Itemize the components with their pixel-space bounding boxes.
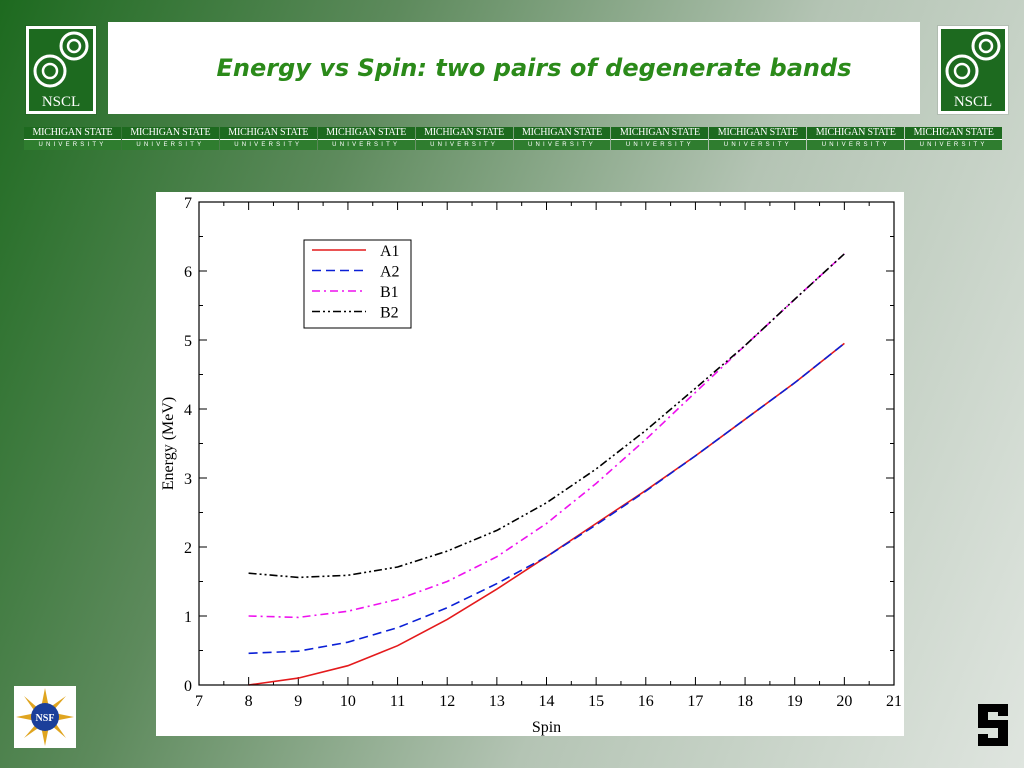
nscl-logo-right: NSCL: [938, 26, 1008, 114]
msu-banner: MICHIGAN STATE UNIVERSITY MICHIGAN STATE UN…: [24, 127, 1003, 150]
msu-banner-bottom-text: UNIVERSITY: [317, 139, 415, 150]
msu-banner-top-text: MICHIGAN STATE: [121, 127, 219, 139]
series-line-a1: [248, 342, 845, 686]
msu-banner-segment: MICHIGAN STATE UNIVERSITY: [415, 127, 513, 150]
msu-banner-segment: MICHIGAN STATE UNIVERSITY: [24, 127, 121, 150]
nscl-logo-left: NSCL: [26, 26, 96, 114]
y-tick-label: 6: [184, 264, 192, 281]
x-tick-label: 13: [489, 693, 505, 710]
x-tick-label: 14: [539, 693, 555, 710]
chart-panel: 7 8 9 10 11 12 13 14 15 16 17 18 19 20 21 0 1 2 3 4 5 6 7 A1 A2…: [156, 192, 904, 736]
msu-banner-bottom-text: UNIVERSITY: [415, 139, 513, 150]
msu-banner-segment: MICHIGAN STATE UNIVERSITY: [709, 127, 807, 150]
y-tick-label: 4: [184, 402, 192, 419]
y-tick-label: 0: [184, 678, 192, 695]
page-title: Energy vs Spin: two pairs of degenerate …: [216, 54, 852, 82]
msu-banner-segment: MICHIGAN STATE UNIVERSITY: [513, 127, 611, 150]
x-tick-label: 11: [390, 693, 405, 710]
y-axis-label: Energy (MeV): [160, 397, 177, 490]
msu-banner-bottom-text: UNIVERSITY: [219, 139, 317, 150]
y-tick-label: 3: [184, 471, 192, 488]
series-line-a2: [248, 342, 845, 655]
msu-s-logo: [974, 700, 1012, 750]
x-tick-label: 7: [195, 693, 203, 710]
msu-banner-segment: MICHIGAN STATE UNIVERSITY: [807, 127, 905, 150]
msu-banner-top-text: MICHIGAN STATE: [219, 127, 317, 139]
msu-banner-top-text: MICHIGAN STATE: [513, 127, 611, 139]
legend-label: B1: [380, 284, 399, 301]
msu-banner-bottom-text: UNIVERSITY: [513, 139, 611, 150]
msu-banner-bottom-text: UNIVERSITY: [905, 139, 1003, 150]
y-tick-label: 1: [184, 609, 192, 626]
msu-banner-segment: MICHIGAN STATE UNIVERSITY: [219, 127, 317, 150]
legend-label: A2: [380, 264, 400, 281]
y-tick-label: 5: [184, 333, 192, 350]
msu-banner-top-text: MICHIGAN STATE: [709, 127, 807, 139]
x-tick-label: 19: [787, 693, 803, 710]
msu-banner-top-text: MICHIGAN STATE: [905, 127, 1003, 139]
x-tick-label: 10: [340, 693, 356, 710]
msu-banner-segment: MICHIGAN STATE UNIVERSITY: [611, 127, 709, 150]
y-tick-label: 7: [184, 195, 192, 212]
logo-text: NSCL: [954, 94, 992, 110]
x-tick-label: 9: [294, 693, 302, 710]
x-tick-label: 21: [886, 693, 902, 710]
y-tick-label: 2: [184, 540, 192, 557]
x-tick-label: 15: [588, 693, 604, 710]
x-tick-label: 18: [737, 693, 753, 710]
msu-banner-bottom-text: UNIVERSITY: [121, 139, 219, 150]
logo-text: NSCL: [42, 94, 80, 110]
msu-banner-bottom-text: UNIVERSITY: [807, 139, 905, 150]
msu-banner-bottom-text: UNIVERSITY: [709, 139, 807, 150]
msu-banner-top-text: MICHIGAN STATE: [415, 127, 513, 139]
title-box: Energy vs Spin: two pairs of degenerate …: [108, 22, 920, 114]
msu-banner-bottom-text: UNIVERSITY: [611, 139, 709, 150]
legend-box: [303, 239, 412, 329]
legend-label: B2: [380, 305, 399, 322]
series-line-b1: [248, 253, 845, 619]
legend-label: A1: [380, 243, 400, 260]
msu-banner-top-text: MICHIGAN STATE: [24, 127, 121, 139]
x-axis-label: Spin: [532, 719, 561, 736]
msu-banner-segment: MICHIGAN STATE UNIVERSITY: [905, 127, 1003, 150]
msu-banner-segment: MICHIGAN STATE UNIVERSITY: [317, 127, 415, 150]
x-tick-label: 8: [245, 693, 253, 710]
x-tick-label: 16: [638, 693, 654, 710]
plot-frame: [198, 201, 895, 686]
nsf-logo-text: NSF: [36, 713, 55, 724]
x-tick-label: 17: [687, 693, 703, 710]
msu-banner-top-text: MICHIGAN STATE: [317, 127, 415, 139]
x-tick-label: 20: [836, 693, 852, 710]
msu-banner-bottom-text: UNIVERSITY: [24, 139, 121, 150]
x-tick-label: 12: [439, 693, 455, 710]
msu-banner-top-text: MICHIGAN STATE: [807, 127, 905, 139]
msu-banner-top-text: MICHIGAN STATE: [611, 127, 709, 139]
msu-banner-segment: MICHIGAN STATE UNIVERSITY: [121, 127, 219, 150]
nsf-logo: NSF: [14, 686, 76, 748]
